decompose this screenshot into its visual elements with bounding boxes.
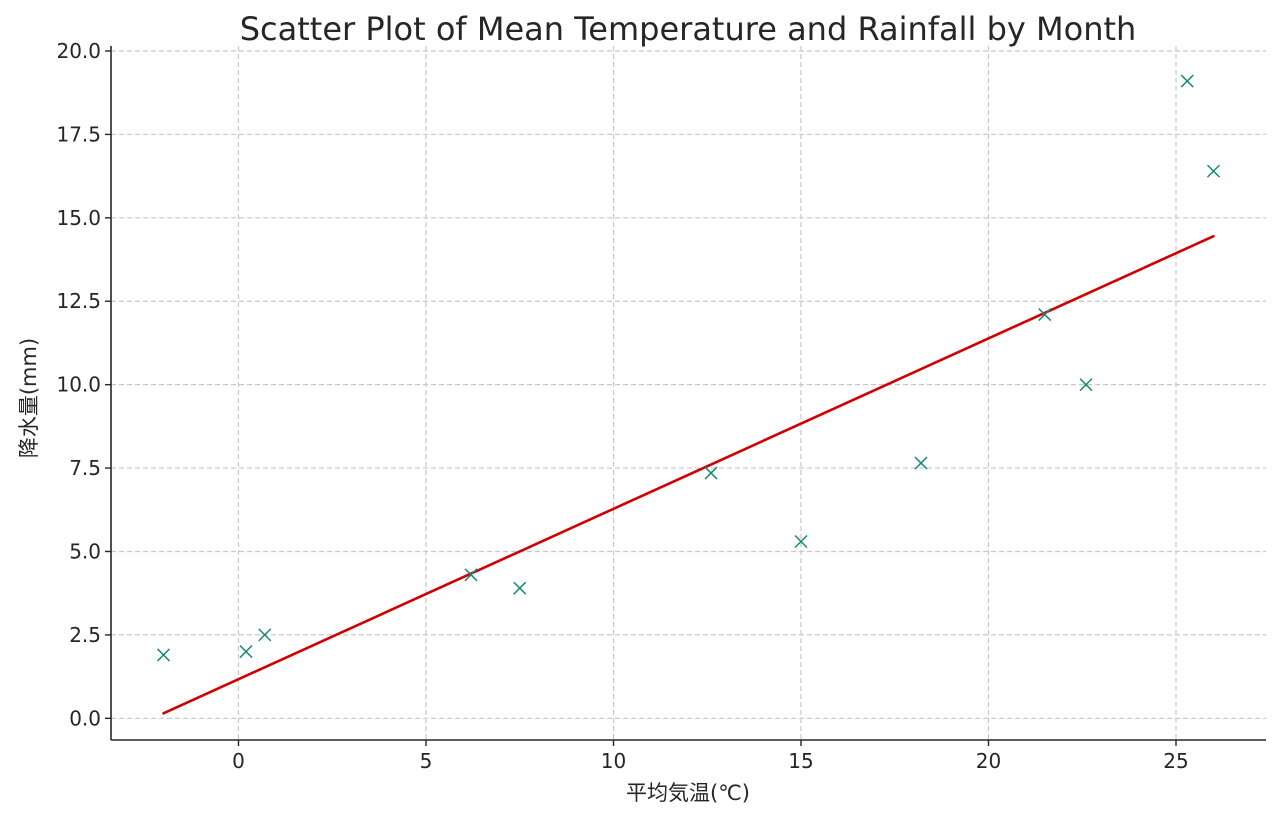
axes — [110, 46, 1266, 741]
x-ticks: 0 5 10 15 20 25 — [232, 740, 1189, 773]
y-tick-label: 12.5 — [56, 289, 101, 313]
x-tick-label: 15 — [788, 749, 813, 773]
x-tick-label: 0 — [232, 749, 245, 773]
data-point — [1079, 378, 1093, 392]
data-point — [914, 456, 928, 470]
data-point — [513, 581, 527, 595]
y-ticks: 0.0 2.5 5.0 7.5 10.0 12.5 15.0 17.5 20.0 — [56, 39, 111, 730]
chart-title: Scatter Plot of Mean Temperature and Rai… — [240, 10, 1137, 48]
data-point — [156, 648, 171, 662]
trend-line — [162, 234, 1215, 715]
y-tick-label: 0.0 — [69, 706, 101, 730]
data-points — [156, 74, 1221, 662]
grid-lines — [111, 46, 1266, 740]
trend-line-layer — [162, 234, 1215, 715]
y-tick-label: 15.0 — [56, 206, 101, 230]
x-axis-label: 平均気温(℃) — [626, 781, 750, 805]
x-tick-label: 10 — [601, 749, 626, 773]
y-axis-label: 降水量(mm) — [17, 338, 41, 458]
data-point — [464, 568, 478, 582]
x-tick-label: 25 — [1163, 749, 1188, 773]
data-point — [1180, 74, 1194, 88]
x-tick-label: 5 — [420, 749, 433, 773]
data-point — [258, 628, 272, 642]
y-tick-label: 5.0 — [69, 539, 101, 563]
data-point — [704, 466, 718, 480]
y-tick-label: 7.5 — [69, 456, 101, 480]
data-point — [1206, 164, 1221, 178]
data-point — [794, 534, 808, 549]
y-tick-label: 17.5 — [56, 122, 101, 146]
y-tick-label: 10.0 — [56, 373, 101, 397]
data-point — [239, 645, 253, 659]
x-tick-label: 20 — [976, 749, 1001, 773]
y-tick-label: 2.5 — [69, 623, 101, 647]
data-point — [1038, 308, 1052, 322]
y-tick-label: 20.0 — [56, 39, 101, 63]
